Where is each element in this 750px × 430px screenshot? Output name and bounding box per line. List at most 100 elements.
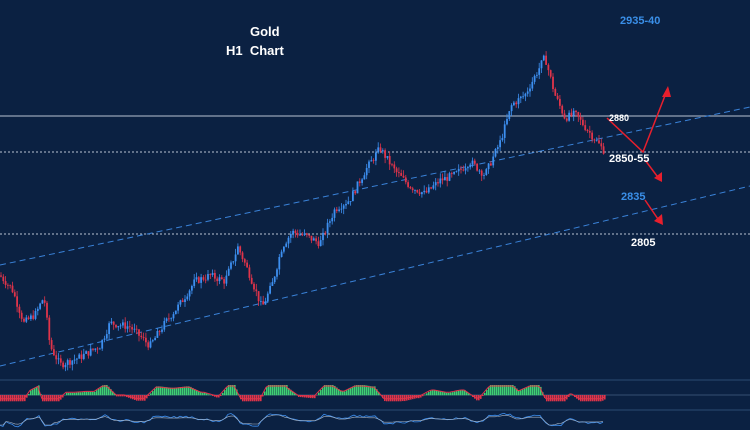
histogram-bar-193 [386,395,388,402]
candle-body-75 [172,314,175,319]
candle-body-217 [499,140,501,148]
candle-body-250 [575,110,577,113]
candle-body-226 [519,96,522,99]
histogram-bar-86 [172,387,174,396]
candle-body-195 [448,173,451,181]
histogram-bar-240 [480,395,482,399]
histogram-bar-92 [184,386,186,396]
candle-body-121 [278,257,281,270]
histogram-bar-165 [330,385,332,396]
histogram-bar-83 [166,387,168,396]
histogram-bar-24 [48,395,50,402]
candle-body-228 [524,93,527,97]
histogram-bar-261 [522,389,524,396]
candle-body-55 [126,326,129,329]
current-price-label: 2880 [609,113,629,123]
candle-body-5 [11,285,14,293]
histogram-bar-43 [86,391,88,396]
histogram-bar-168 [336,387,338,396]
histogram-bar-41 [82,392,84,396]
histogram-bar-132 [264,391,266,396]
candle-body-236 [542,55,545,61]
histogram-bar-283 [566,395,568,400]
candle-body-179 [411,188,414,191]
resistance-label: 2935-40 [620,15,660,27]
candle-body-168 [386,156,389,158]
candle-body-76 [174,310,177,315]
histogram-bar-142 [284,385,286,396]
candle-body-230 [529,88,531,92]
histogram-bar-268 [536,385,538,396]
candle-body-120 [276,269,278,277]
candle-body-81 [186,296,189,300]
histogram-bar-133 [266,386,268,396]
candle-body-9 [20,312,23,319]
candle-body-94 [216,278,219,282]
histogram-signal-line [0,385,605,400]
candle-body-143 [329,221,331,223]
candle-body-260 [598,140,600,144]
candle-body-173 [398,172,400,174]
candle-body-147 [338,209,340,211]
candle-body-239 [549,70,552,77]
candle-body-13 [30,315,32,320]
candle-body-152 [349,201,352,202]
histogram-bar-157 [314,395,316,399]
candle-body-43 [99,348,101,350]
histogram-bar-150 [300,395,302,398]
arrow-head-up [662,86,671,97]
histogram-bar-46 [92,391,94,396]
candle-body-192 [441,178,444,181]
candle-body-205 [471,160,474,165]
candle-body-10 [23,318,25,322]
histogram-bar-111 [222,392,224,396]
candlestick-series [0,51,605,372]
histogram-bar-129 [258,395,260,402]
candle-body-151 [347,201,350,205]
histogram-bar-23 [46,395,48,402]
histogram-bar-76 [152,391,154,396]
channel-upper-line [0,106,750,266]
candle-body-118 [271,282,274,286]
candle-body-15 [34,310,37,319]
histogram-bar-228 [456,391,458,396]
histogram-bar-60 [120,395,122,397]
candle-body-215 [494,148,497,157]
histogram-bar-224 [448,392,450,396]
histogram-bar-77 [154,388,156,396]
histogram-bar-54 [108,386,110,396]
histogram-bar-185 [370,386,372,396]
histogram-bar-186 [372,386,374,396]
candle-body-21 [48,317,51,341]
histogram-bar-22 [44,395,46,402]
histogram-bar-289 [578,395,580,401]
candle-body-41 [94,348,97,350]
histogram-bar-265 [530,385,532,396]
candle-body-184 [423,190,426,193]
candle-body-174 [400,173,403,176]
histogram-bar-116 [232,385,234,396]
histogram-bar-78 [156,386,158,396]
histogram-bar-211 [422,395,424,397]
histogram-bar-181 [362,385,364,396]
candle-body-166 [381,150,384,152]
candle-body-73 [168,318,170,320]
candle-body-67 [154,337,156,341]
candle-body-214 [492,156,495,166]
candle-body-185 [425,190,428,193]
candle-body-169 [388,156,391,165]
candle-body-70 [161,329,163,332]
candle-body-86 [197,277,200,283]
candle-body-138 [317,241,320,247]
candle-body-233 [536,74,538,76]
candle-body-220 [506,118,508,125]
candle-body-106 [243,259,246,263]
candle-body-176 [404,177,407,183]
histogram-bar-217 [434,389,436,396]
channel-lower-line [0,185,750,367]
candle-body-202 [464,168,467,171]
candle-body-72 [165,318,168,321]
histogram-bar-166 [332,385,334,396]
candle-body-171 [393,164,396,169]
candle-body-52 [119,325,122,327]
